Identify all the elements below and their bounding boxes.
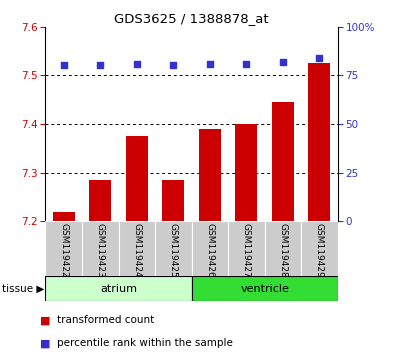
Bar <box>199 129 221 221</box>
Text: GSM119423: GSM119423 <box>96 223 105 278</box>
Bar <box>126 136 148 221</box>
Text: transformed count: transformed count <box>57 315 154 325</box>
Point <box>134 61 140 67</box>
Bar <box>301 221 338 276</box>
Bar <box>192 221 228 276</box>
Text: tissue ▶: tissue ▶ <box>2 284 44 293</box>
Text: GSM119422: GSM119422 <box>59 223 68 278</box>
Text: ■: ■ <box>40 315 50 325</box>
Point <box>60 63 67 68</box>
Text: ■: ■ <box>40 338 50 348</box>
Bar <box>45 221 82 276</box>
Text: GSM119425: GSM119425 <box>169 223 178 278</box>
Point <box>316 55 323 61</box>
Text: atrium: atrium <box>100 284 137 293</box>
Bar <box>118 221 155 276</box>
Point <box>243 61 250 67</box>
Text: GSM119426: GSM119426 <box>205 223 214 278</box>
Text: percentile rank within the sample: percentile rank within the sample <box>57 338 233 348</box>
Bar <box>308 63 330 221</box>
Bar <box>53 211 75 221</box>
Bar <box>272 102 294 221</box>
Bar <box>235 124 258 221</box>
Bar <box>155 221 192 276</box>
Point <box>280 59 286 64</box>
Text: GSM119429: GSM119429 <box>315 223 324 278</box>
Point <box>97 63 103 68</box>
Bar <box>228 221 265 276</box>
Text: GSM119424: GSM119424 <box>132 223 141 278</box>
Bar <box>89 180 111 221</box>
Point <box>170 63 177 68</box>
Title: GDS3625 / 1388878_at: GDS3625 / 1388878_at <box>114 12 269 25</box>
Point <box>207 61 213 67</box>
Bar <box>192 276 338 301</box>
Text: GSM119428: GSM119428 <box>278 223 288 278</box>
Bar <box>45 276 192 301</box>
Bar <box>82 221 118 276</box>
Text: GSM119427: GSM119427 <box>242 223 251 278</box>
Bar <box>265 221 301 276</box>
Bar <box>162 180 184 221</box>
Text: ventricle: ventricle <box>240 284 289 293</box>
